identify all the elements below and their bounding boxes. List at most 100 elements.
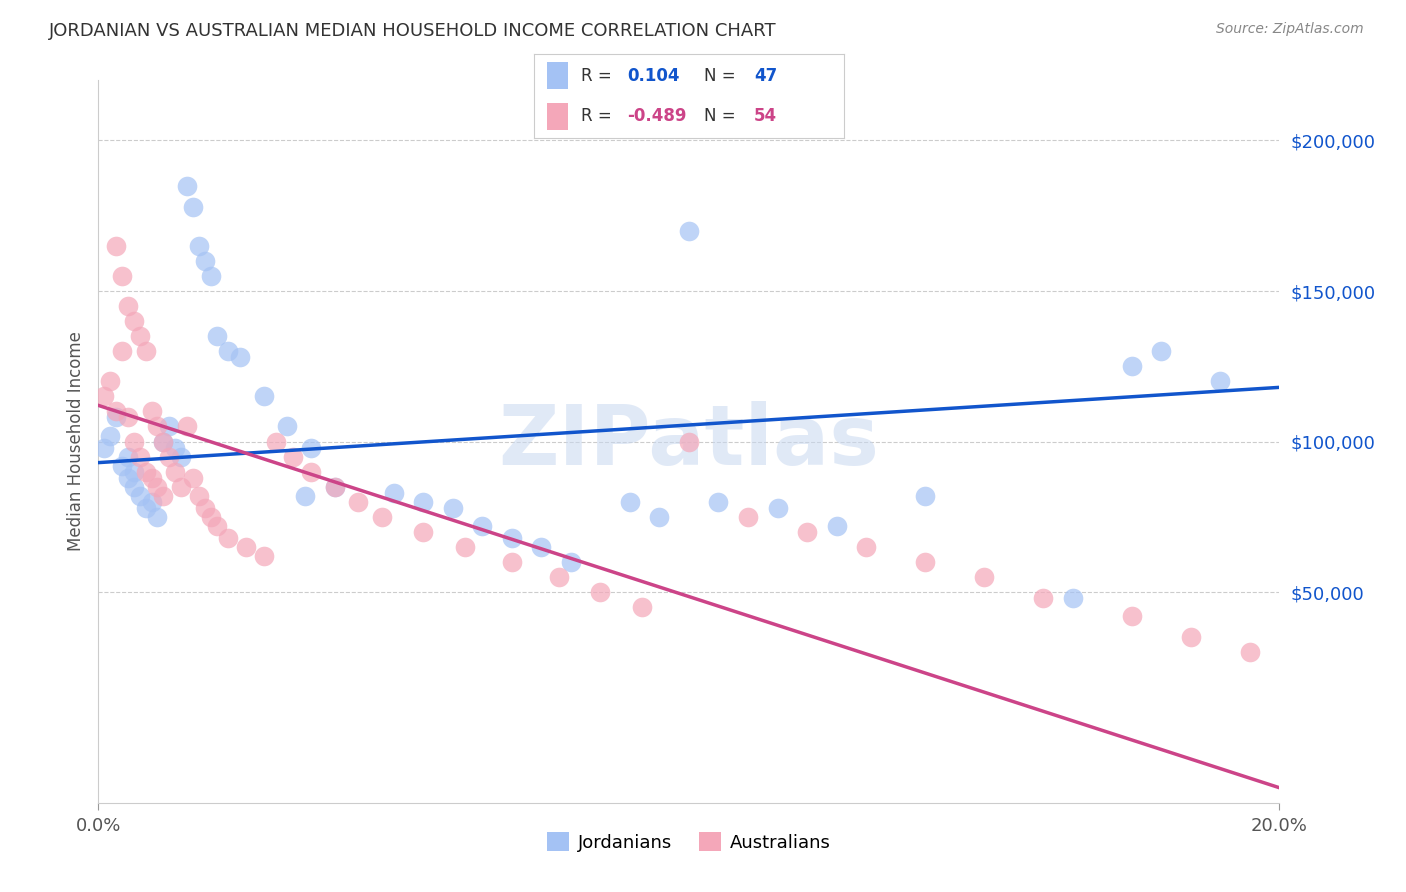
Point [530, 540, 553, 554]
Point [122, 314, 145, 328]
Point [1180, 630, 1202, 644]
Point [165, 441, 187, 455]
Point [105, 410, 128, 425]
Point [200, 509, 222, 524]
Point [217, 531, 239, 545]
Point [229, 350, 252, 364]
Point [117, 470, 139, 484]
Text: R =: R = [581, 107, 617, 125]
Text: 0.104: 0.104 [627, 67, 679, 85]
Point [141, 404, 163, 418]
Point [194, 253, 217, 268]
Point [382, 485, 405, 500]
Text: JORDANIAN VS AUSTRALIAN MEDIAN HOUSEHOLD INCOME CORRELATION CHART: JORDANIAN VS AUSTRALIAN MEDIAN HOUSEHOLD… [49, 22, 778, 40]
Point [105, 239, 128, 253]
Point [98, 374, 121, 388]
Point [128, 450, 150, 464]
Point [855, 540, 877, 554]
Point [619, 494, 641, 508]
Point [135, 465, 157, 479]
Point [548, 570, 571, 584]
Point [412, 494, 434, 508]
Point [630, 600, 652, 615]
Point [648, 509, 671, 524]
Legend: Jordanians, Australians: Jordanians, Australians [540, 825, 838, 859]
Point [117, 299, 139, 313]
Point [217, 344, 239, 359]
Point [1062, 591, 1084, 606]
Text: 47: 47 [754, 67, 778, 85]
Point [157, 450, 180, 464]
Point [560, 555, 582, 569]
Point [122, 465, 145, 479]
Point [181, 470, 204, 484]
Point [98, 428, 121, 442]
Point [914, 555, 936, 569]
Point [152, 434, 174, 449]
Point [205, 518, 228, 533]
Point [135, 344, 157, 359]
Point [766, 500, 789, 515]
Point [323, 480, 346, 494]
Point [299, 441, 322, 455]
Point [589, 585, 612, 599]
Point [1150, 344, 1173, 359]
Point [412, 524, 434, 539]
Point [1121, 609, 1143, 624]
Point [1209, 374, 1232, 388]
Point [707, 494, 730, 508]
Point [170, 450, 193, 464]
Text: ZIPatlas: ZIPatlas [499, 401, 879, 482]
Point [176, 178, 198, 193]
Y-axis label: Median Household Income: Median Household Income [66, 332, 84, 551]
Point [165, 465, 187, 479]
Point [128, 329, 150, 343]
Point [187, 239, 209, 253]
Point [294, 489, 316, 503]
Point [117, 410, 139, 425]
Point [122, 434, 145, 449]
Point [276, 419, 298, 434]
Point [1032, 591, 1054, 606]
Point [453, 540, 475, 554]
Text: Source: ZipAtlas.com: Source: ZipAtlas.com [1216, 22, 1364, 37]
Point [111, 344, 134, 359]
Point [146, 419, 169, 434]
Text: N =: N = [704, 107, 741, 125]
Point [283, 450, 305, 464]
Text: 54: 54 [754, 107, 778, 125]
Point [141, 470, 163, 484]
Point [93, 389, 115, 403]
Point [501, 555, 523, 569]
Text: R =: R = [581, 67, 617, 85]
Point [1121, 359, 1143, 374]
Point [205, 329, 228, 343]
Point [146, 509, 169, 524]
Point [501, 531, 523, 545]
Point [152, 489, 174, 503]
Point [111, 458, 134, 473]
Point [1239, 645, 1261, 659]
FancyBboxPatch shape [547, 62, 568, 89]
Point [105, 404, 128, 418]
Point [200, 268, 222, 283]
Point [253, 389, 276, 403]
Point [973, 570, 995, 584]
Point [146, 480, 169, 494]
Text: N =: N = [704, 67, 741, 85]
Point [117, 450, 139, 464]
Point [111, 268, 134, 283]
Point [128, 489, 150, 503]
Text: -0.489: -0.489 [627, 107, 686, 125]
Point [135, 500, 157, 515]
Point [264, 434, 287, 449]
Point [347, 494, 370, 508]
Point [152, 434, 174, 449]
Point [299, 465, 322, 479]
Point [678, 224, 700, 238]
Point [371, 509, 394, 524]
Point [737, 509, 759, 524]
Point [323, 480, 346, 494]
Point [141, 494, 163, 508]
Point [678, 434, 700, 449]
